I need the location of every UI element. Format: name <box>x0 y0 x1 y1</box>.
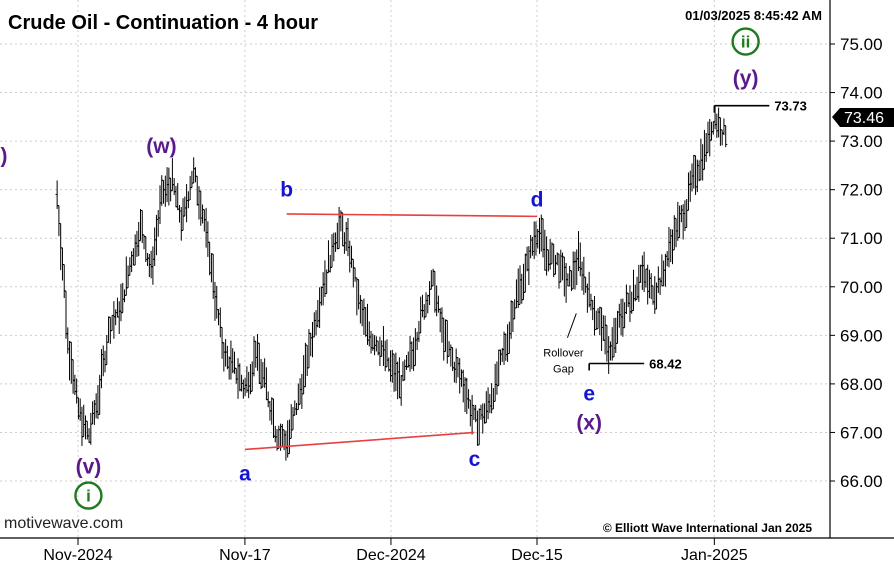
wave-label: (v) <box>76 455 102 478</box>
y-tick-label: 69.00 <box>840 326 883 345</box>
y-tick-label: 71.00 <box>840 229 883 248</box>
y-axis: 66.00 67.00 68.00 69.00 70.00 71.00 72.00 73.00… <box>830 35 883 491</box>
source-credit: motivewave.com <box>4 515 123 532</box>
annotations: Rollover Gap <box>543 313 584 375</box>
wave-label: e <box>583 383 595 406</box>
x-tick-label: Dec-2024 <box>356 547 425 564</box>
wave-label: ) <box>1 145 8 168</box>
wave-label: c <box>469 448 481 471</box>
last-price-label: 73.46 <box>844 110 884 127</box>
price-levels: 73.73 68.42 <box>588 99 807 371</box>
y-tick-label: 72.00 <box>840 181 883 200</box>
wave-label: (x) <box>576 412 602 435</box>
trendline <box>244 431 475 451</box>
x-axis: Nov-2024 Nov-17 Dec-2024 Dec-15 Jan-2025 <box>43 538 748 564</box>
y-tick-label: 66.00 <box>840 472 883 491</box>
wave-label: b <box>280 179 293 202</box>
wave-label: (y) <box>733 67 759 90</box>
y-tick-label: 67.00 <box>840 423 883 442</box>
level-label: 73.73 <box>774 99 807 114</box>
level-label: 68.42 <box>649 356 682 371</box>
annotation-pointer <box>566 313 577 338</box>
wave-circle-label: i <box>86 487 91 506</box>
copyright: © Elliott Wave International Jan 2025 <box>603 521 812 535</box>
wave-circle <box>731 27 760 56</box>
x-tick-label: Nov-17 <box>219 547 271 564</box>
wave-label: a <box>239 463 251 486</box>
wave-circle <box>74 481 103 510</box>
x-tick-label: Nov-2024 <box>43 547 112 564</box>
x-tick-label: Jan-2025 <box>681 547 748 564</box>
y-tick-label: 75.00 <box>840 35 883 54</box>
wave-label: (w) <box>146 135 176 158</box>
x-tick-label: Dec-15 <box>511 547 563 564</box>
wave-label: d <box>531 188 544 211</box>
timestamp: 01/03/2025 8:45:42 AM <box>685 8 822 23</box>
y-tick-label: 74.00 <box>840 84 883 103</box>
y-tick-label: 68.00 <box>840 375 883 394</box>
trendline <box>286 213 538 218</box>
trendlines <box>244 213 538 451</box>
wave-circle-label: ii <box>741 33 750 52</box>
chart-title: Crude Oil - Continuation - 4 hour <box>8 12 318 34</box>
last-price-badge: 73.46 <box>832 108 894 127</box>
y-tick-label: 73.00 <box>840 132 883 151</box>
annotation-text: Gap <box>553 363 574 375</box>
ohlc-bars <box>55 106 728 461</box>
y-tick-label: 70.00 <box>840 278 883 297</box>
annotation-text: Rollover <box>543 347 584 359</box>
